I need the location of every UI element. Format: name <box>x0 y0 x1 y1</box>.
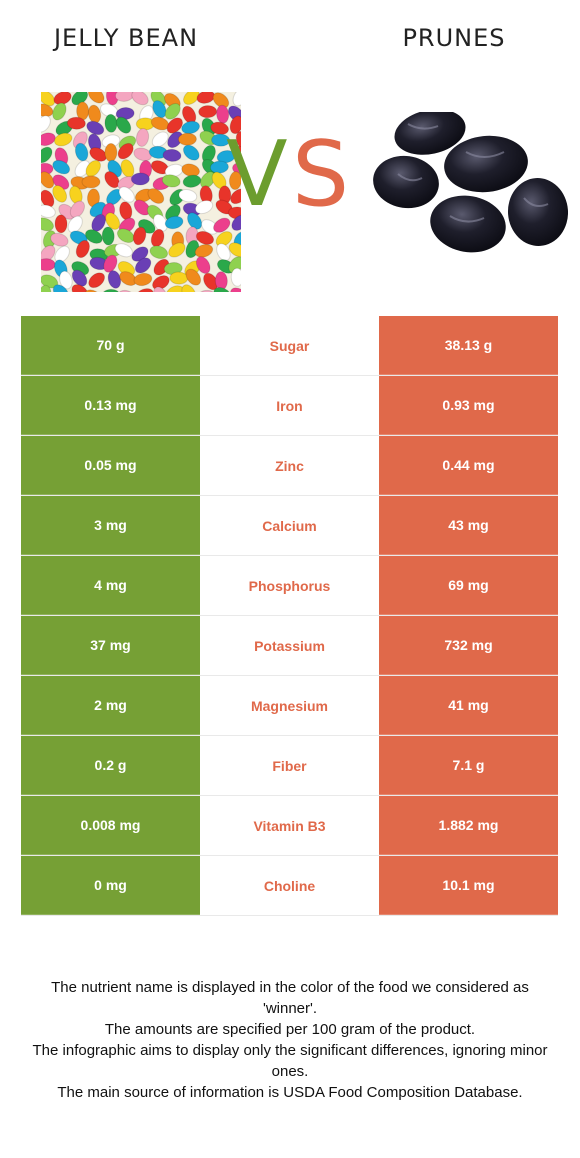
table-row: 0.05 mg Zinc 0.44 mg <box>21 436 558 496</box>
right-value: 41 mg <box>379 676 558 735</box>
nutrient-name: Fiber <box>200 736 379 795</box>
table-row: 0.2 g Fiber 7.1 g <box>21 736 558 796</box>
table-row: 37 mg Potassium 732 mg <box>21 616 558 676</box>
left-value: 4 mg <box>21 556 200 615</box>
left-value: 0.05 mg <box>21 436 200 495</box>
nutrient-name: Calcium <box>200 496 379 555</box>
table-row: 0.13 mg Iron 0.93 mg <box>21 376 558 436</box>
nutrient-name: Vitamin B3 <box>200 796 379 855</box>
vs-letter-s: S <box>292 122 350 227</box>
left-value: 0.13 mg <box>21 376 200 435</box>
nutrient-name: Zinc <box>200 436 379 495</box>
nutrient-name: Magnesium <box>200 676 379 735</box>
nutrient-name: Choline <box>200 856 379 915</box>
footnote-line-source: The main source of information is USDA F… <box>57 1084 523 1101</box>
footnote-line-amounts: The amounts are specified per 100 gram o… <box>104 1021 476 1038</box>
footnote: The nutrient name is displayed in the co… <box>30 977 550 1103</box>
prunes-image <box>373 112 568 253</box>
left-value: 0.2 g <box>21 736 200 795</box>
right-value: 7.1 g <box>379 736 558 795</box>
right-value: 1.882 mg <box>379 796 558 855</box>
left-value: 0.008 mg <box>21 796 200 855</box>
table-row: 0.008 mg Vitamin B3 1.882 mg <box>21 796 558 856</box>
right-value: 0.44 mg <box>379 436 558 495</box>
jelly-bean-image <box>41 92 241 292</box>
left-value: 37 mg <box>21 616 200 675</box>
nutrient-table: 70 g Sugar 38.13 g 0.13 mg Iron 0.93 mg 0.05 m… <box>21 316 558 916</box>
right-value: 69 mg <box>379 556 558 615</box>
left-value: 0 mg <box>21 856 200 915</box>
vs-letter-v: V <box>226 122 288 227</box>
footnote-line-winner: The nutrient name is displayed in the co… <box>51 979 529 1017</box>
footnote-line-aims: The infographic aims to display only the… <box>32 1042 548 1080</box>
right-value: 38.13 g <box>379 316 558 375</box>
left-value: 2 mg <box>21 676 200 735</box>
left-value: 70 g <box>21 316 200 375</box>
left-food-title: JELLY BEAN <box>53 24 199 52</box>
table-row: 2 mg Magnesium 41 mg <box>21 676 558 736</box>
nutrient-name: Phosphorus <box>200 556 379 615</box>
left-value: 3 mg <box>21 496 200 555</box>
nutrient-name: Potassium <box>200 616 379 675</box>
right-value: 43 mg <box>379 496 558 555</box>
table-row: 70 g Sugar 38.13 g <box>21 316 558 376</box>
right-value: 0.93 mg <box>379 376 558 435</box>
right-value: 732 mg <box>379 616 558 675</box>
right-food-title: PRUNES <box>402 24 506 52</box>
nutrient-name: Sugar <box>200 316 379 375</box>
table-row: 0 mg Choline 10.1 mg <box>21 856 558 916</box>
nutrient-name: Iron <box>200 376 379 435</box>
right-value: 10.1 mg <box>379 856 558 915</box>
table-row: 4 mg Phosphorus 69 mg <box>21 556 558 616</box>
table-row: 3 mg Calcium 43 mg <box>21 496 558 556</box>
